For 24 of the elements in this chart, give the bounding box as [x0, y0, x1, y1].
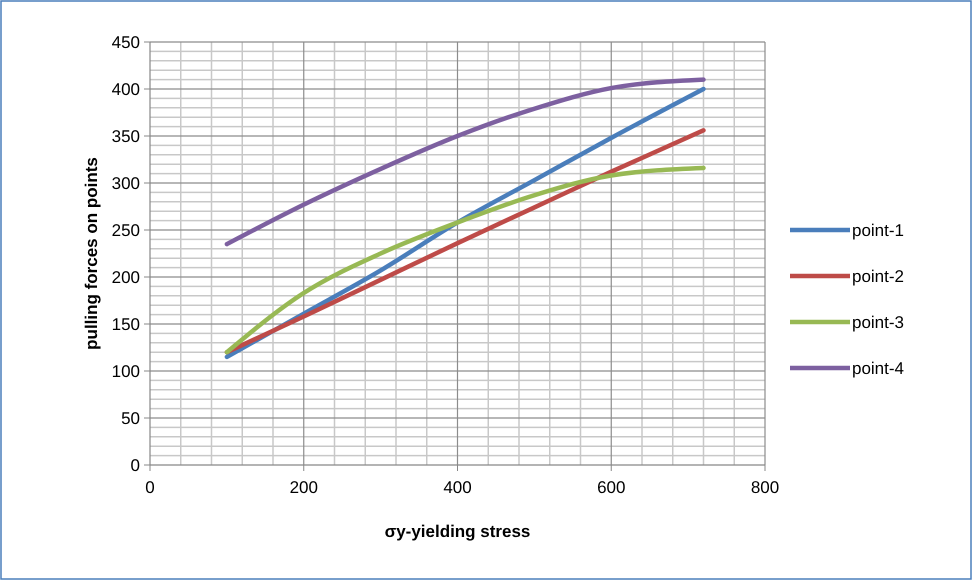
legend-label: point-3 [852, 312, 904, 332]
x-tick-label: 400 [443, 478, 472, 497]
x-tick-label: 200 [290, 478, 318, 497]
y-tick-label: 50 [121, 408, 140, 428]
y-tick-label: 150 [112, 314, 140, 334]
y-axis-title: pulling forces on points [82, 157, 101, 350]
line-series [224, 128, 706, 354]
x-axis-title: σy-yielding stress [384, 522, 530, 541]
y-tick-label: 250 [112, 220, 140, 240]
y-tick-label: 100 [112, 362, 140, 381]
x-tick-label: 600 [597, 478, 626, 497]
y-tick-label: 300 [112, 174, 140, 193]
x-tick-label: 800 [750, 478, 780, 497]
legend-label: point-1 [852, 220, 904, 240]
y-tick-label: 400 [112, 80, 140, 99]
legend-label: point-2 [852, 266, 904, 286]
line-series [224, 166, 706, 354]
y-tick-label: 0 [130, 456, 140, 475]
line-series [224, 77, 706, 246]
x-tick-label: 0 [145, 478, 155, 497]
y-tick-label: 200 [112, 268, 140, 287]
y-tick-label: 350 [112, 126, 140, 146]
legend-label: point-4 [852, 358, 904, 378]
y-tick-label: 450 [112, 32, 140, 52]
